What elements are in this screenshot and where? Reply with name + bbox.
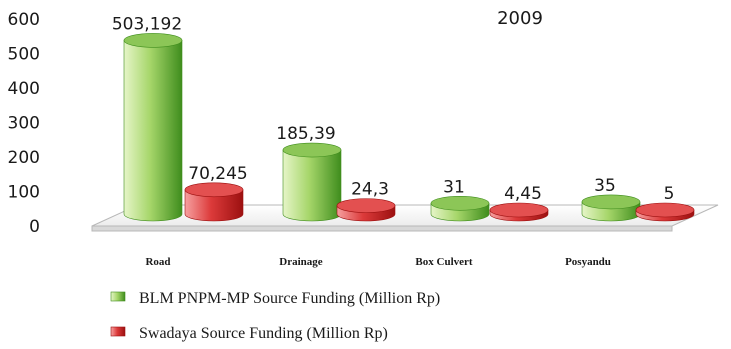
data-labels: 503,192 70,245 185,39 24,3 31 4,45 35 5 xyxy=(112,14,675,204)
y-tick-label: 100 xyxy=(8,183,40,203)
y-tick-label: 300 xyxy=(8,114,40,134)
data-label-swadaya: 70,245 xyxy=(188,164,247,184)
y-tick-label: 500 xyxy=(8,45,40,65)
category-label: Box Culvert xyxy=(415,256,472,268)
legend-swatch-swadaya xyxy=(110,326,126,337)
data-label-blm: 185,39 xyxy=(276,124,335,144)
bar-swadaya-0-top xyxy=(184,182,244,198)
chart-floor-edge xyxy=(91,225,673,232)
bar-blm-0 xyxy=(123,33,183,222)
bar-blm-3 xyxy=(581,194,641,222)
bar-blm-0-body xyxy=(123,40,183,222)
bar-blm-3-top xyxy=(581,194,641,210)
bar-blm-2-top xyxy=(430,196,490,211)
data-label-blm: 31 xyxy=(443,177,465,197)
bar-blm-2 xyxy=(430,196,490,222)
category-label: Posyandu xyxy=(565,256,611,268)
y-axis-ticks: 0 100 200 300 400 500 600 xyxy=(8,10,40,237)
bar-swadaya-3-top xyxy=(635,202,695,218)
bar-swadaya-2-top xyxy=(489,202,549,218)
data-label-swadaya: 24,3 xyxy=(351,180,389,200)
y-tick-label: 0 xyxy=(29,217,40,237)
bar-blm-1 xyxy=(282,142,342,222)
legend-label-blm: BLM PNPM-MP Source Funding (Million Rp) xyxy=(139,290,440,307)
category-label: Road xyxy=(145,256,170,268)
bar-swadaya-1-top xyxy=(336,198,396,213)
category-labels: Road Drainage Box Culvert Posyandu xyxy=(145,256,610,268)
y-tick-label: 600 xyxy=(8,10,40,30)
data-label-blm: 35 xyxy=(594,176,616,196)
y-tick-label: 400 xyxy=(8,79,40,99)
bar-swadaya-0 xyxy=(184,182,244,222)
bar-blm-0-top xyxy=(123,33,183,48)
bar-swadaya-2 xyxy=(489,202,549,222)
legend-label-swadaya: Swadaya Source Funding (Million Rp) xyxy=(139,325,388,342)
data-label-swadaya: 4,45 xyxy=(504,184,542,204)
bar-blm-1-body xyxy=(282,149,342,222)
data-label-swadaya: 5 xyxy=(664,184,675,204)
bar-blm-1-top xyxy=(282,142,342,158)
bars xyxy=(123,33,695,222)
bar-swadaya-3 xyxy=(635,202,695,222)
legend-swatch-blm xyxy=(110,291,126,302)
category-label: Drainage xyxy=(279,256,323,268)
y-tick-label: 200 xyxy=(8,148,40,168)
bar-swadaya-1 xyxy=(336,198,396,222)
bar-swadaya-0-body xyxy=(184,189,244,222)
chart-title: 2009 xyxy=(497,8,543,29)
legend: BLM PNPM-MP Source Funding (Million Rp) … xyxy=(110,290,440,342)
legend-item-blm: BLM PNPM-MP Source Funding (Million Rp) xyxy=(110,290,440,307)
legend-item-swadaya: Swadaya Source Funding (Million Rp) xyxy=(110,325,388,342)
data-label-blm: 503,192 xyxy=(112,14,182,34)
